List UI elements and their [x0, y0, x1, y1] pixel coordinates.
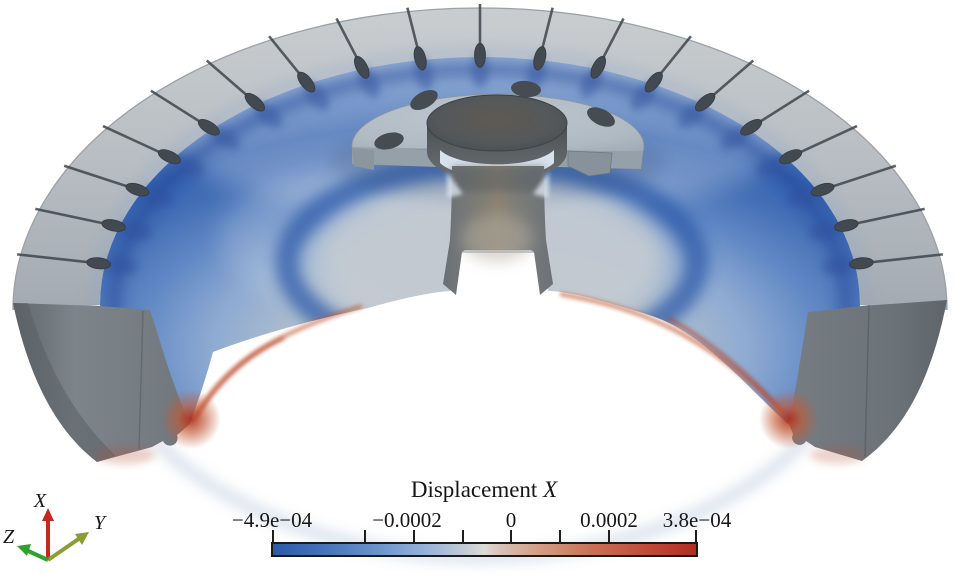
bolt-hole	[587, 107, 615, 127]
x-axis-arrowhead	[42, 508, 54, 521]
slot-blue-smudge	[807, 221, 842, 241]
y-axis-arrow	[46, 536, 82, 562]
slot-blue-smudge	[104, 256, 139, 276]
blade-slot	[413, 46, 427, 71]
hub-flange-notch	[567, 150, 613, 177]
blade-slot	[848, 257, 874, 270]
blade-slot	[740, 118, 763, 136]
hub-assembly	[351, 80, 645, 295]
cut-face-right-seam	[864, 304, 870, 458]
stress-hotspot-right	[759, 389, 819, 449]
blade-slot	[644, 71, 663, 93]
blade-slot	[533, 46, 547, 71]
x-axis-label: X	[33, 490, 47, 512]
hub-fillet-highlight-left	[447, 172, 463, 198]
blade-slot	[590, 55, 606, 79]
bolt-holes	[374, 80, 615, 150]
blade-slot	[157, 149, 181, 165]
cut-face-right-body	[789, 300, 947, 461]
slot-blue-smudge	[821, 256, 856, 276]
blade-slot	[810, 182, 835, 197]
hub-fillet-highlight-right	[533, 172, 549, 198]
slot-blue-smudge	[785, 186, 819, 208]
legend-tick-label-min: −4.9e−04	[232, 508, 313, 532]
bore-opening	[426, 94, 568, 152]
legend-title: Displacement X	[411, 477, 558, 502]
cut-face-left-sliver	[13, 303, 116, 462]
warm-tint-right	[810, 446, 866, 464]
blade-slot	[197, 118, 220, 136]
color-legend: Displacement X −4.9e−04 −0.0002 0 0.0002…	[232, 477, 732, 557]
hub-column-bottom-light	[461, 214, 533, 262]
y-axis-label: Y	[94, 512, 107, 534]
bolt-hole	[374, 132, 404, 150]
blade-slot	[834, 219, 859, 232]
legend-title-variable: X	[542, 477, 558, 502]
blade-slot	[86, 257, 112, 270]
hub-flange-step-left	[352, 148, 374, 170]
slot-blue-smudge	[118, 221, 153, 241]
disk-model	[12, 4, 948, 562]
cut-face-left	[13, 303, 221, 464]
cut-face-right	[759, 300, 947, 464]
orientation-axes-widget: X Y Z	[3, 490, 107, 562]
slot-blue-smudge	[141, 186, 175, 208]
legend-tick-label-2: 0	[506, 508, 517, 532]
rim-top-surface	[13, 8, 947, 310]
cut-face-left-seam	[138, 310, 144, 450]
legend-tick-label-3: 0.0002	[580, 508, 638, 532]
blade-slot	[101, 219, 126, 232]
blade-slot	[125, 182, 150, 197]
legend-gradient-bar	[271, 542, 698, 557]
rim-slots	[16, 4, 944, 276]
blade-slot	[779, 149, 803, 165]
z-axis-arrowhead	[17, 544, 31, 556]
blade-slot	[354, 55, 370, 79]
blade-slot	[474, 42, 486, 68]
legend-tick-label-max: 3.8e−04	[663, 508, 732, 532]
z-axis-arrow	[25, 548, 49, 562]
legend-title-text: Displacement	[411, 477, 543, 502]
z-axis-label: Z	[3, 526, 15, 548]
y-axis-arrowhead	[75, 532, 89, 545]
blade-slot	[694, 92, 716, 112]
blade-slot	[297, 71, 316, 93]
hub-column-top-shade	[452, 166, 544, 192]
bolt-hole	[410, 90, 438, 110]
legend-tick-label-1: −0.0002	[372, 508, 442, 532]
stress-hotspot-left	[161, 389, 221, 449]
cut-face-left-body	[13, 303, 190, 462]
blade-slot	[244, 92, 266, 112]
bolt-hole	[511, 80, 541, 98]
legend-ticks	[272, 530, 697, 543]
warm-tint-left	[95, 446, 155, 464]
stress-edge-right	[559, 292, 785, 414]
